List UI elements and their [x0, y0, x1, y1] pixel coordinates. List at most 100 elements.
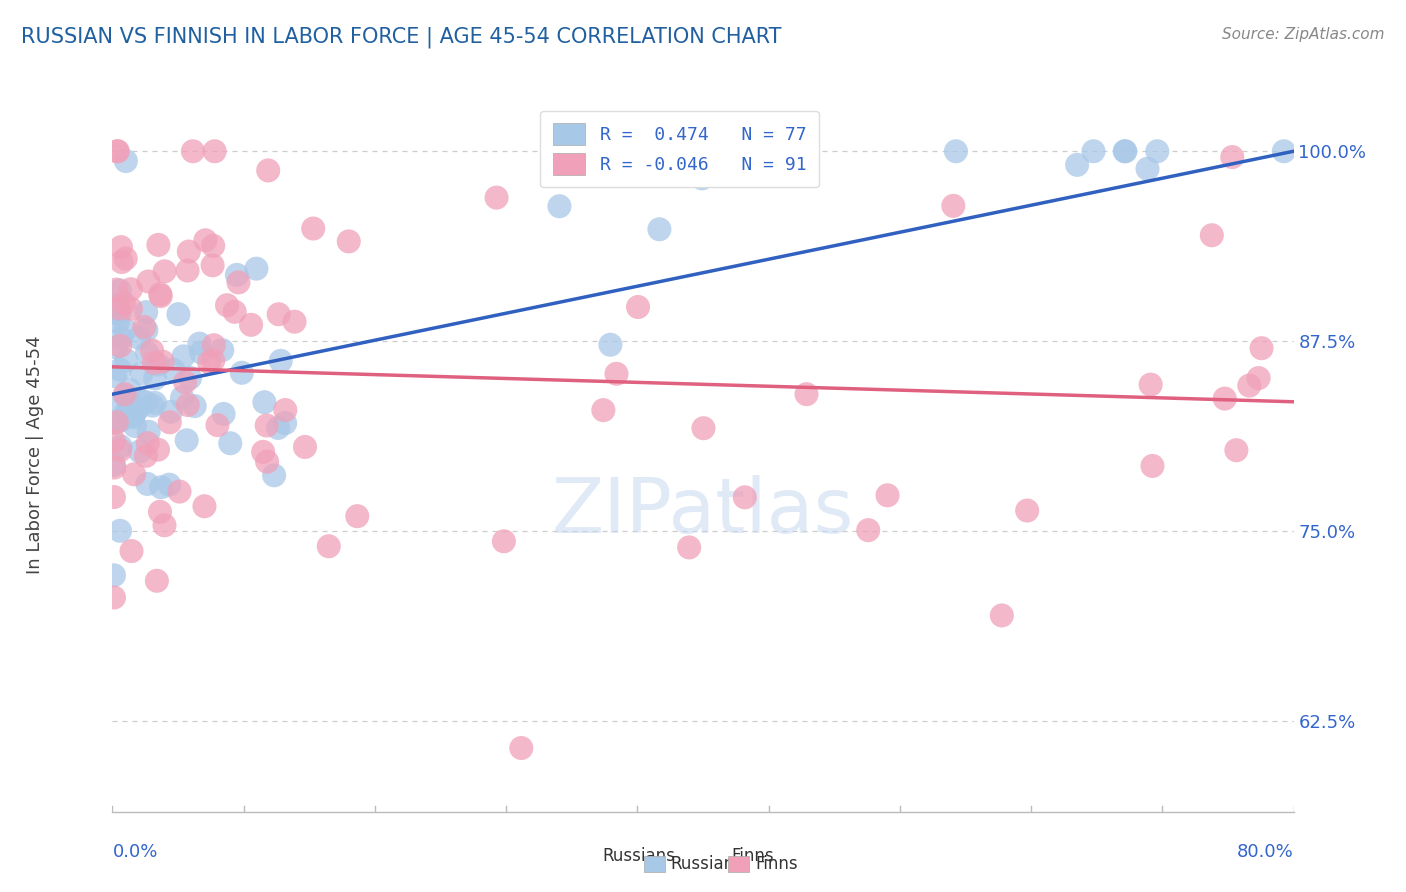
Point [1225, 443, 1247, 458]
Text: RUSSIAN VS FINNISH IN LABOR FORCE | AGE 45-54 CORRELATION CHART: RUSSIAN VS FINNISH IN LABOR FORCE | AGE … [21, 27, 782, 48]
Point [252, 445, 274, 459]
Point [599, 337, 621, 351]
Point [548, 199, 571, 213]
Point [142, 399, 165, 413]
Point [592, 403, 614, 417]
Point [114, 323, 136, 337]
Point [183, 399, 205, 413]
Point [120, 301, 142, 316]
Point [135, 323, 157, 337]
Point [103, 434, 125, 449]
Point [107, 414, 129, 428]
Point [876, 488, 898, 502]
Point [142, 356, 165, 370]
Point [104, 306, 127, 320]
Point [212, 407, 235, 421]
Point [945, 145, 967, 159]
Point [274, 403, 297, 417]
Point [202, 338, 225, 352]
Point [240, 318, 263, 332]
Point [858, 523, 880, 537]
Point [159, 415, 181, 429]
Point [105, 283, 128, 297]
Point [112, 296, 135, 310]
Point [105, 145, 128, 159]
Text: Russians: Russians [671, 855, 744, 873]
Point [190, 345, 212, 359]
Text: Finns: Finns [755, 855, 797, 873]
Point [1272, 145, 1295, 159]
Point [796, 387, 818, 401]
Point [110, 331, 132, 345]
Point [146, 574, 169, 588]
Point [193, 500, 215, 514]
Point [1239, 378, 1261, 392]
Point [1066, 158, 1088, 172]
Point [141, 343, 163, 358]
Point [1247, 371, 1270, 385]
Point [146, 358, 169, 372]
Point [485, 191, 508, 205]
Point [1250, 341, 1272, 355]
Point [105, 340, 128, 354]
Point [267, 307, 290, 321]
Point [105, 415, 128, 429]
Point [690, 171, 713, 186]
Point [149, 287, 172, 301]
Point [152, 355, 174, 369]
Point [105, 299, 128, 313]
Point [107, 145, 129, 159]
Point [108, 284, 131, 298]
Point [188, 336, 211, 351]
Point [194, 233, 217, 247]
Point [1136, 161, 1159, 176]
Point [170, 391, 193, 405]
Point [143, 371, 166, 385]
Point [110, 339, 132, 353]
Point [176, 434, 198, 448]
Point [202, 353, 225, 368]
Point [115, 406, 138, 420]
Point [103, 416, 125, 430]
Text: 80.0%: 80.0% [1237, 843, 1294, 861]
Point [108, 301, 131, 316]
Point [110, 443, 132, 458]
Point [110, 240, 132, 254]
Point [202, 239, 225, 253]
Point [1139, 377, 1161, 392]
Legend: R =  0.474   N = 77, R = -0.046   N = 91: R = 0.474 N = 77, R = -0.046 N = 91 [540, 111, 818, 187]
Point [115, 353, 138, 368]
Text: In Labor Force | Age 45-54: In Labor Force | Age 45-54 [27, 335, 44, 574]
Point [177, 244, 200, 259]
Point [157, 477, 180, 491]
Point [129, 444, 152, 458]
Point [267, 421, 290, 435]
Text: Russians: Russians [602, 847, 675, 865]
Point [110, 439, 132, 453]
Point [219, 436, 242, 450]
Point [176, 263, 198, 277]
Point [146, 442, 169, 457]
Point [131, 367, 153, 381]
Point [177, 398, 200, 412]
Point [337, 235, 360, 249]
Point [114, 252, 136, 266]
Text: 0.0%: 0.0% [112, 843, 157, 861]
Point [153, 518, 176, 533]
Point [135, 305, 157, 319]
Point [160, 405, 183, 419]
Point [302, 221, 325, 235]
Point [274, 416, 297, 430]
Point [605, 367, 627, 381]
Point [122, 408, 145, 422]
Point [627, 300, 650, 314]
Point [256, 418, 278, 433]
Point [256, 455, 278, 469]
Point [103, 458, 125, 472]
Point [510, 741, 533, 756]
Point [245, 261, 267, 276]
Point [128, 331, 150, 345]
Point [148, 238, 170, 252]
Point [201, 258, 224, 272]
Point [204, 145, 226, 159]
